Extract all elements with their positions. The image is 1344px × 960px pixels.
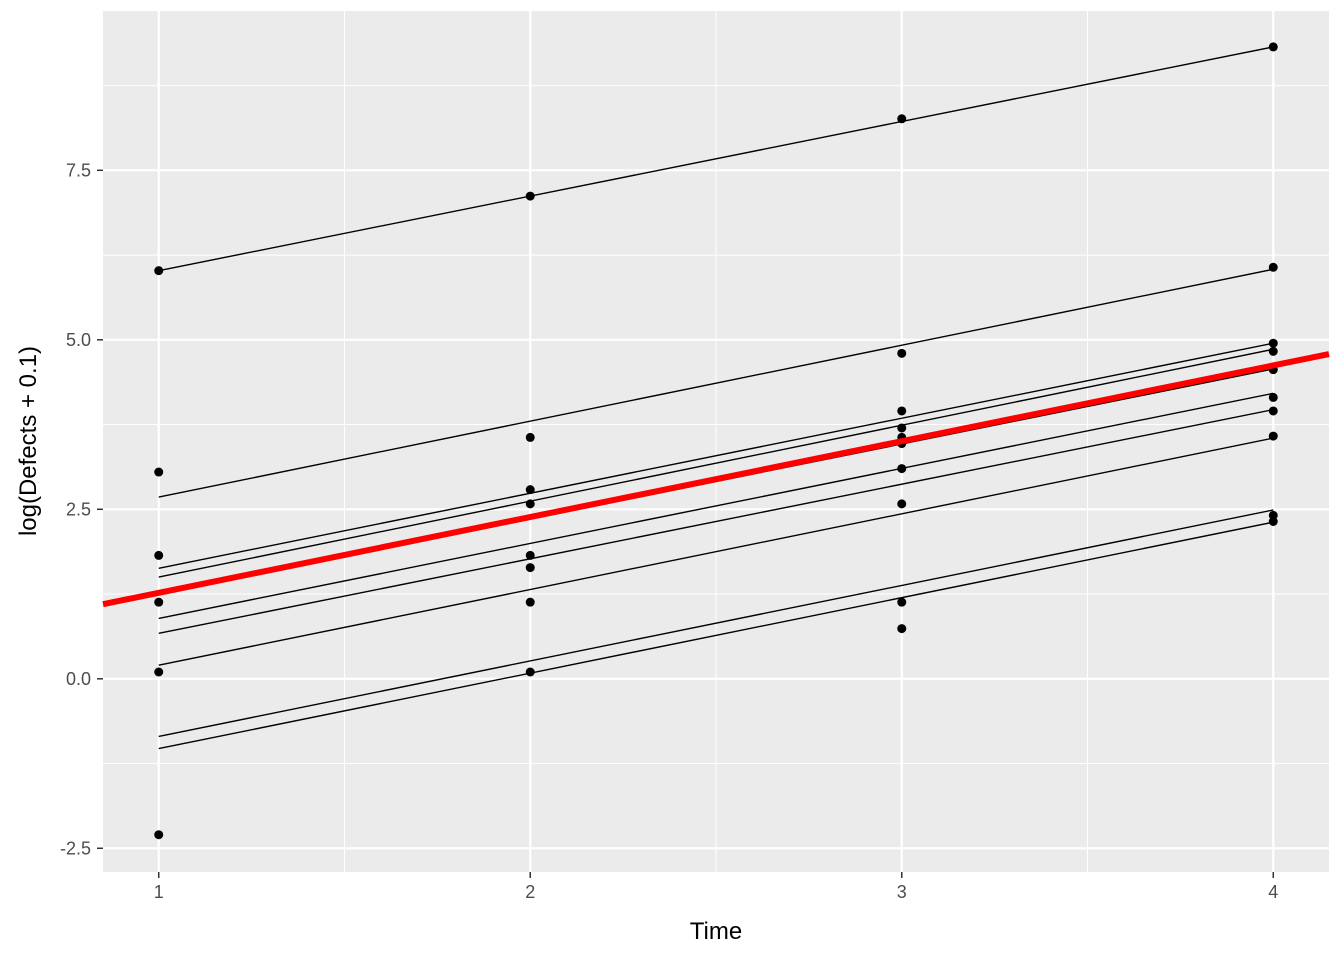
data-point-13 (525, 667, 535, 677)
data-point-12 (525, 597, 535, 607)
data-point-1 (154, 467, 164, 477)
x-tick-label-0: 1 (154, 882, 164, 902)
data-point-22 (897, 597, 907, 607)
group-fit-line-2 (158, 342, 1274, 569)
data-point-21 (897, 499, 907, 509)
data-point-33 (1268, 516, 1278, 526)
data-point-27 (1268, 346, 1278, 356)
data-point-23 (897, 624, 907, 634)
data-points (154, 42, 1278, 840)
data-point-0 (154, 266, 164, 276)
group-fit-line-6 (158, 408, 1274, 635)
y-tick-label-0: -2.5 (60, 838, 91, 858)
y-tick-label-4: 7.5 (66, 160, 91, 180)
y-tick-label-1: 0.0 (66, 669, 91, 689)
data-point-10 (525, 550, 535, 560)
group-fit-line-7 (158, 437, 1274, 666)
data-point-3 (154, 597, 164, 607)
axes: 1 2 3 4 -2.5 0.0 2.5 5.0 7.5 (60, 160, 1278, 902)
group-fit-line-8 (158, 509, 1274, 738)
overall-fit (102, 351, 1330, 608)
x-tick-label-2: 3 (897, 882, 907, 902)
group-fit-line-3 (158, 348, 1274, 578)
data-point-26 (1268, 338, 1278, 348)
data-point-2 (154, 550, 164, 560)
data-point-29 (1268, 392, 1278, 402)
x-tick-label-1: 2 (525, 882, 535, 902)
y-tick-label-2: 2.5 (66, 499, 91, 519)
data-point-14 (897, 114, 907, 124)
data-point-17 (897, 423, 907, 433)
x-axis-title: Time (690, 918, 742, 945)
data-point-4 (154, 667, 164, 677)
y-tick-label-3: 5.0 (66, 330, 91, 350)
group-fit-line-9 (158, 521, 1274, 750)
data-point-6 (525, 191, 535, 201)
y-axis-title: log(Defects + 0.1) (15, 346, 42, 536)
group-fit-line-0 (158, 46, 1274, 272)
data-point-9 (525, 499, 535, 509)
data-point-7 (525, 432, 535, 442)
data-point-11 (525, 563, 535, 573)
group-fit-line-5 (158, 392, 1274, 620)
group-fit-line-1 (158, 268, 1274, 498)
x-tick-label-3: 4 (1268, 882, 1278, 902)
data-point-20 (897, 464, 907, 474)
data-point-5 (154, 830, 164, 840)
overall-fit-line (102, 351, 1330, 608)
data-point-24 (1268, 42, 1278, 52)
data-point-31 (1268, 431, 1278, 441)
data-point-25 (1268, 262, 1278, 272)
data-point-15 (897, 348, 907, 358)
data-point-30 (1268, 406, 1278, 416)
data-point-8 (525, 485, 535, 495)
data-point-16 (897, 406, 907, 416)
